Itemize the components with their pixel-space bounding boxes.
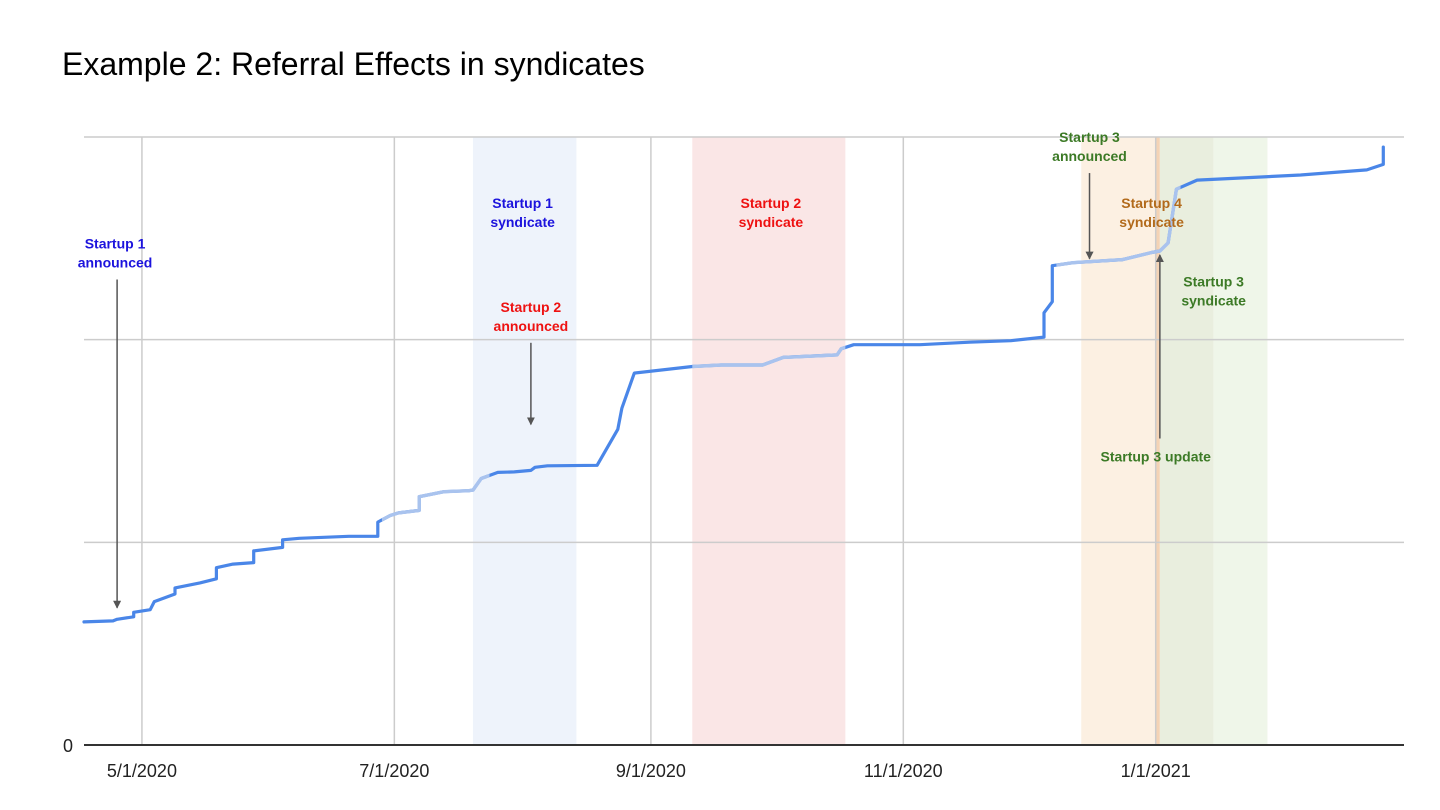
y-tick-label: 0 [63,736,73,756]
annotation-line: Startup 1 [492,195,553,211]
x-tick-label: 7/1/2020 [359,761,429,781]
annotation-label: Startup 3 announced [1052,129,1127,164]
annotation-line: Startup 2 [501,299,562,315]
x-axis: 5/1/2020 7/1/2020 9/1/2020 11/1/2020 1/1/202… [63,736,1404,781]
annotation-label: Startup 2 announced [494,299,569,334]
annotation-line: syndicate [1181,292,1246,308]
annotation-arrows [113,173,1164,609]
annotation-line: Startup 3 [1183,273,1244,289]
x-tick-label: 1/1/2021 [1121,761,1191,781]
x-tick-label: 9/1/2020 [616,761,686,781]
annotation-line: Startup 1 [85,235,146,251]
gridlines [84,136,1404,745]
annotation-line: Startup 2 [741,195,802,211]
annotation-line: syndicate [490,214,555,230]
shaded-region-2 [1081,137,1156,745]
annotation-line: announced [1052,148,1127,164]
shaded-region-1 [692,137,846,745]
shaded-region-5 [1213,137,1268,745]
shaded-region-0 [472,137,577,745]
x-tick-label: 11/1/2020 [864,761,943,781]
annotation-line: Startup 3 update [1100,448,1211,464]
series-lines [82,145,1385,624]
annotation-label: Startup 1 syndicate [490,195,555,230]
series-line-faded-segment [1056,185,1181,267]
annotation-line: Startup 3 [1059,129,1120,145]
annotation-label: Startup 4 syndicate [1119,195,1184,230]
annotation-line: syndicate [739,214,804,230]
page-title: Example 2: Referral Effects in syndicate… [62,46,645,82]
annotation-line: announced [494,318,569,334]
x-tick-label: 5/1/2020 [107,761,177,781]
annotation-line: syndicate [1119,214,1184,230]
annotation-line: Startup 4 [1121,195,1182,211]
annotation-label: Startup 2 syndicate [739,195,804,230]
shaded-region-3 [1155,137,1160,745]
annotation-label: Startup 3 update [1100,448,1211,464]
annotation-label: Startup 1 announced [78,235,153,270]
annotation-line: announced [78,254,153,270]
annotation-label: Startup 3 syndicate [1181,273,1246,308]
